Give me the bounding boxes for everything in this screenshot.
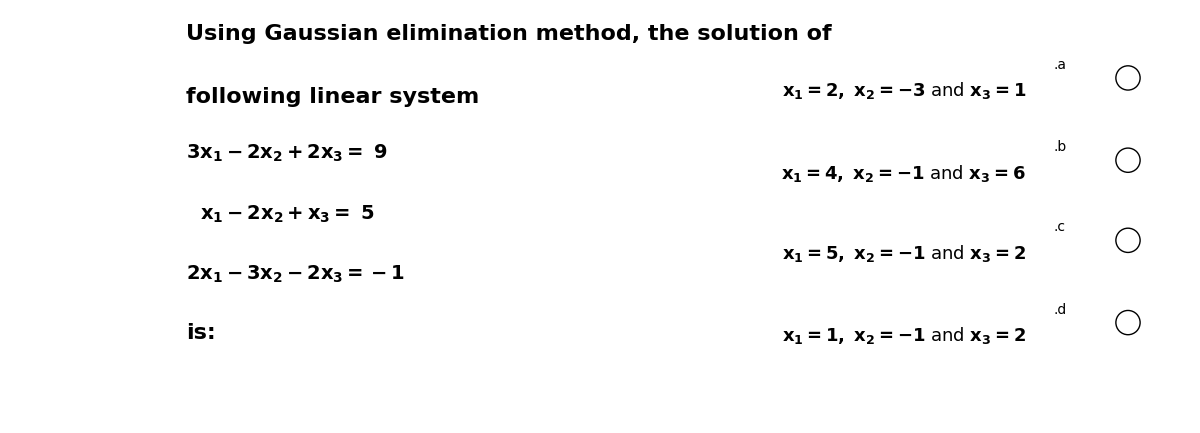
Text: .b: .b bbox=[1054, 140, 1067, 154]
Text: .c: .c bbox=[1054, 220, 1066, 234]
Text: .d: .d bbox=[1054, 303, 1067, 317]
Text: $\mathbf{3x_1 - 2x_2 + 2x_3 =\ 9}$: $\mathbf{3x_1 - 2x_2 + 2x_3 =\ 9}$ bbox=[186, 143, 388, 164]
Text: Using Gaussian elimination method, the solution of: Using Gaussian elimination method, the s… bbox=[186, 24, 832, 44]
Text: $\mathbf{x_1{=}4,\ x_2{=}{-}1}$ and $\mathbf{x_3{=}6}$: $\mathbf{x_1{=}4,\ x_2{=}{-}1}$ and $\ma… bbox=[781, 163, 1026, 184]
Text: is:: is: bbox=[186, 323, 216, 343]
Text: $\mathbf{x_1 - 2x_2 + x_3 =\ 5}$: $\mathbf{x_1 - 2x_2 + x_3 =\ 5}$ bbox=[200, 204, 374, 225]
Text: .a: .a bbox=[1054, 58, 1067, 72]
Text: $\mathbf{2x_1 - 3x_2 - 2x_3 = -1}$: $\mathbf{2x_1 - 3x_2 - 2x_3 = -1}$ bbox=[186, 264, 406, 285]
Text: $\mathbf{x_1{=}2,\ x_2{=}{-}3}$ and $\mathbf{x_3{=}1}$: $\mathbf{x_1{=}2,\ x_2{=}{-}3}$ and $\ma… bbox=[781, 81, 1026, 101]
Text: $\mathbf{x_1{=}5,\ x_2{=}{-}1}$ and $\mathbf{x_3{=}2}$: $\mathbf{x_1{=}5,\ x_2{=}{-}1}$ and $\ma… bbox=[782, 243, 1026, 264]
Text: $\mathbf{x_1{=}1,\ x_2{=}{-}1}$ and $\mathbf{x_3{=}2}$: $\mathbf{x_1{=}1,\ x_2{=}{-}1}$ and $\ma… bbox=[782, 325, 1026, 346]
Text: following linear system: following linear system bbox=[186, 87, 479, 107]
